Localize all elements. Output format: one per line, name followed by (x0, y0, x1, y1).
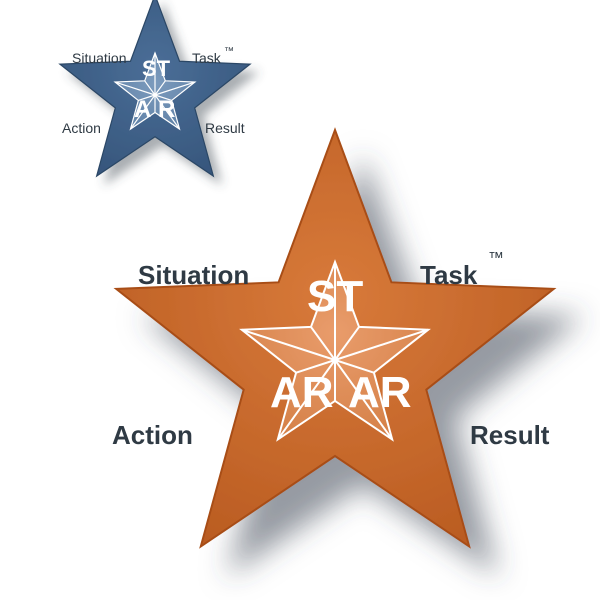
small-star-group: Situation Task Action Result ™ ST A R (0, 0, 320, 220)
large-label-result: Result (470, 420, 549, 451)
large-center-ar-right: AR (348, 368, 412, 418)
large-label-situation: Situation (138, 260, 249, 291)
small-trademark: ™ (224, 46, 234, 57)
large-trademark: ™ (488, 250, 504, 268)
small-center-a: A (134, 96, 151, 124)
small-center-r: R (158, 96, 175, 124)
large-center-ar-left: AR (270, 368, 334, 418)
small-label-result: Result (205, 120, 245, 136)
small-label-task: Task (192, 50, 221, 66)
diagram-stage: Situation Task Action Result ™ ST AR AR (0, 0, 600, 600)
small-label-situation: Situation (72, 50, 126, 66)
small-center-st: ST (142, 56, 170, 82)
large-center-st: ST (307, 272, 363, 322)
large-label-action: Action (112, 420, 193, 451)
large-label-task: Task (420, 260, 477, 291)
small-label-action: Action (62, 120, 101, 136)
